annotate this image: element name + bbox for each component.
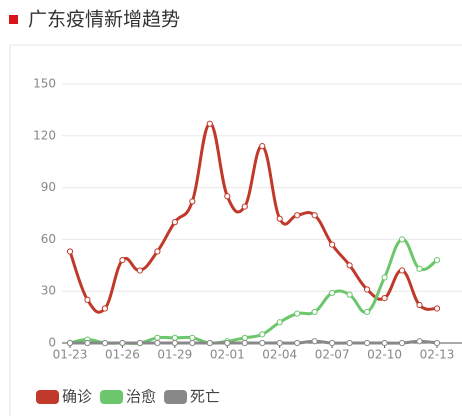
- legend-label[interactable]: 死亡: [190, 388, 220, 406]
- point: [311, 212, 318, 219]
- point: [381, 295, 388, 302]
- point: [398, 267, 406, 274]
- point: [189, 339, 196, 347]
- point: [398, 236, 406, 243]
- point: [346, 262, 353, 269]
- point: [84, 339, 91, 347]
- series-line: [70, 339, 438, 345]
- x-tick-label: 01-23: [53, 348, 88, 362]
- legend-swatch[interactable]: [164, 390, 188, 404]
- point: [346, 291, 353, 298]
- point: [398, 339, 406, 347]
- point: [154, 334, 161, 341]
- point: [329, 339, 336, 347]
- point: [154, 339, 161, 347]
- point: [66, 248, 74, 255]
- point: [259, 339, 266, 347]
- x-tick-label: 02-10: [367, 348, 402, 362]
- point: [416, 301, 423, 309]
- point: [136, 267, 144, 274]
- point: [433, 339, 441, 347]
- point: [276, 215, 283, 222]
- point: [259, 143, 266, 150]
- y-tick-label: 120: [33, 128, 56, 142]
- point: [416, 265, 423, 272]
- point: [363, 339, 371, 347]
- point: [381, 339, 388, 347]
- point: [329, 241, 336, 248]
- x-tick-label: 02-04: [262, 348, 297, 362]
- point: [294, 339, 301, 347]
- point: [241, 334, 248, 341]
- point: [311, 308, 318, 316]
- point: [311, 338, 318, 345]
- point: [224, 193, 231, 200]
- y-tick-label: 0: [48, 336, 56, 350]
- point: [206, 120, 213, 127]
- point: [101, 305, 109, 312]
- point: [66, 339, 74, 347]
- point: [363, 308, 371, 316]
- y-tick-label: 60: [41, 232, 56, 246]
- legend-label[interactable]: 确诊: [62, 388, 92, 406]
- x-tick-label: 01-29: [157, 348, 192, 362]
- point: [119, 257, 126, 264]
- x-tick-label: 02-07: [315, 348, 350, 362]
- point: [433, 257, 441, 264]
- point: [433, 305, 441, 312]
- point: [171, 219, 178, 226]
- point: [136, 339, 144, 347]
- point: [416, 338, 423, 345]
- point: [171, 339, 178, 347]
- point: [189, 334, 196, 341]
- chart-title: 广东疫情新增趋势: [28, 9, 180, 31]
- panel: [9, 44, 462, 420]
- point: [171, 334, 178, 341]
- legend-swatch[interactable]: [100, 390, 124, 404]
- point: [363, 286, 371, 293]
- series-line: [68, 122, 438, 314]
- x-tick-label: 01-26: [105, 348, 140, 362]
- point: [241, 203, 248, 210]
- point: [259, 331, 266, 338]
- point: [119, 339, 126, 347]
- point: [381, 274, 388, 281]
- y-tick-label: 90: [41, 180, 56, 194]
- point: [294, 212, 301, 219]
- x-tick-label: 02-01: [210, 348, 245, 362]
- point: [346, 339, 353, 347]
- y-tick-label: 30: [41, 284, 56, 298]
- point: [84, 296, 91, 303]
- title-marker: [9, 15, 18, 24]
- legend-label[interactable]: 治愈: [126, 388, 156, 406]
- point: [189, 198, 196, 205]
- y-tick-label: 150: [33, 77, 56, 91]
- point: [276, 319, 283, 326]
- point: [224, 339, 231, 347]
- point: [329, 289, 336, 297]
- x-tick-label: 02-13: [420, 348, 455, 362]
- point: [276, 339, 283, 347]
- point: [206, 339, 213, 347]
- point: [154, 248, 161, 255]
- point: [101, 339, 109, 347]
- point: [241, 339, 248, 347]
- legend-swatch[interactable]: [36, 390, 59, 404]
- point: [294, 310, 301, 317]
